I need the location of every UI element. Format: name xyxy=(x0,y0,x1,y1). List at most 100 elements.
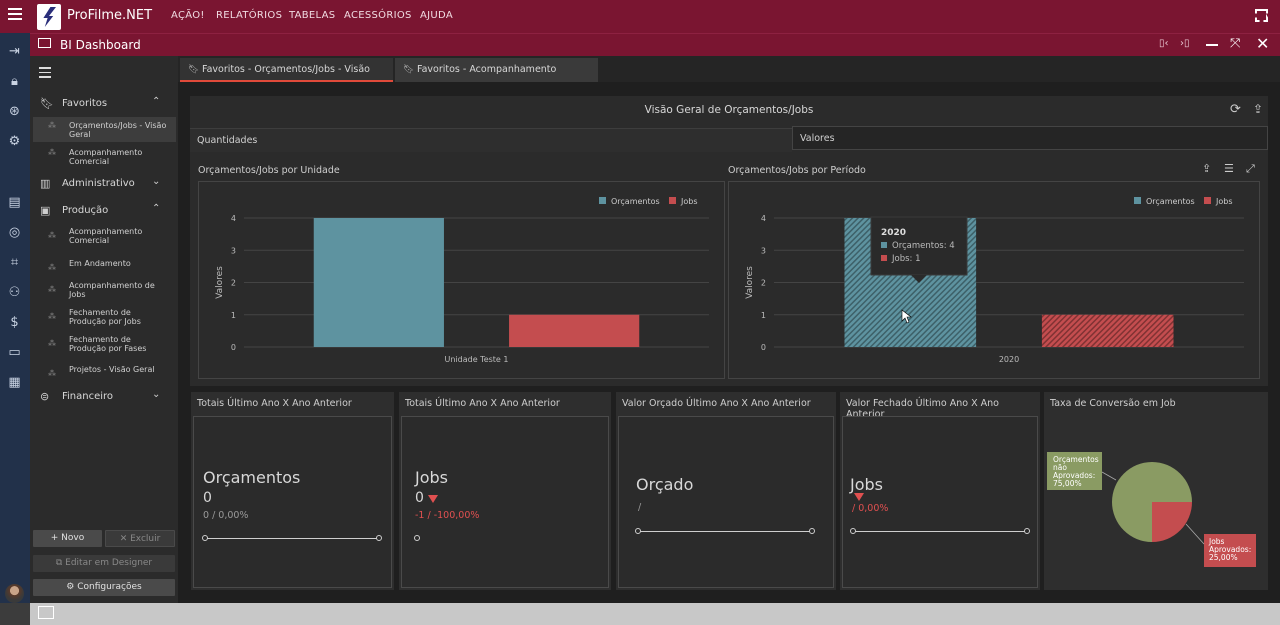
configuracoes-button[interactable]: ⚙ Configurações xyxy=(33,579,175,596)
menu-tabelas[interactable]: TABELAS xyxy=(289,10,336,21)
menu-ajuda[interactable]: AJUDA xyxy=(420,10,453,21)
x-tick-label: 2020 xyxy=(999,355,1019,364)
sparkline-point xyxy=(414,535,420,541)
login-icon[interactable]: ⇥ xyxy=(9,44,20,59)
cluster-icon: ⁂ xyxy=(48,263,56,272)
building-icon: ▥ xyxy=(40,177,51,190)
card-totais-jobs: Totais Último Ano X Ano Anterior Jobs 0 … xyxy=(399,392,611,590)
cluster-icon: ⁂ xyxy=(48,285,56,294)
sidebar-section-favoritos[interactable]: 🔖︎ Favoritos ⌃ xyxy=(40,96,161,110)
tooltip-title: 2020 xyxy=(881,228,906,238)
fullscreen-icon[interactable] xyxy=(1255,9,1268,22)
coins-icon[interactable]: ◎ xyxy=(8,225,21,240)
filter-list-icon[interactable]: ☰ xyxy=(1224,162,1234,175)
scan-icon[interactable]: ⌗ xyxy=(10,255,19,270)
subtab-valores[interactable]: Valores xyxy=(792,126,1268,150)
pie-label: Orçamentos xyxy=(1053,455,1099,464)
chart2-title: Orçamentos/Jobs por Período xyxy=(728,165,866,176)
users-icon[interactable]: ⚇ xyxy=(8,285,21,300)
top-bar: ProFilme.NET AÇÃO! RELATÓRIOS TABELAS AC… xyxy=(0,0,1280,33)
novo-button[interactable]: + Novo xyxy=(33,530,102,547)
legend-label: Orçamentos xyxy=(1146,197,1195,206)
dashboard-top-panel: Visão Geral de Orçamentos/Jobs ⟳ ⇪ Quant… xyxy=(190,96,1268,386)
sidebar-item-acompanhamento-comercial[interactable]: ⁂ Acompanhamento Comercial xyxy=(48,227,143,245)
sidebar-item-projetos[interactable]: ⁂ Projetos - Visão Geral xyxy=(48,365,155,378)
lock-icon[interactable]: 🔒︎ xyxy=(11,74,18,89)
tab-acompanhamento-comercial[interactable]: 🔖︎ Favoritos - Acompanhamento Comercial xyxy=(395,58,598,99)
refresh-icon[interactable]: ⟳ xyxy=(1230,102,1241,117)
cluster-icon: ⁂ xyxy=(48,312,56,321)
y-tick-label: 0 xyxy=(231,343,236,352)
chart-periodo: 0 1 2 3 4 Valores 2020 Orçamentos Jobs 2020 Orçame… xyxy=(745,197,1244,364)
mouse-cursor-icon xyxy=(901,309,912,324)
chart1-box: 0 1 2 3 4 Valores Unidade Teste 1 Orçamentos Job… xyxy=(198,181,725,379)
dock-left-icon[interactable]: ▯‹ xyxy=(1159,38,1169,49)
sparkline xyxy=(205,538,381,539)
avatar[interactable] xyxy=(5,584,24,603)
money-icon: ⊜ xyxy=(40,390,50,403)
card-sub: / xyxy=(638,502,642,513)
presentation-icon[interactable] xyxy=(38,606,54,619)
cluster-icon: ⁂ xyxy=(48,369,56,378)
sidebar-item-acompanhamento-jobs[interactable]: ⁂ Acompanhamento de Jobs xyxy=(48,281,155,299)
sidebar-item-acompanhamento-comercial-fav[interactable]: ⁂ Acompanhamento Comercial xyxy=(48,148,143,166)
dock-right-icon[interactable]: ›▯ xyxy=(1180,38,1190,49)
excluir-button[interactable]: ✕ Excluir xyxy=(105,530,175,547)
rings-icon[interactable]: ⊛ xyxy=(9,104,20,119)
y-tick-label: 0 xyxy=(761,343,766,352)
clapper-icon[interactable]: ▦ xyxy=(8,375,21,390)
dashboard-title: Visão Geral de Orçamentos/Jobs xyxy=(644,104,814,116)
restore-icon[interactable]: ⤧ xyxy=(1230,36,1241,51)
left-rail: ⇥ 🔒︎ ⊛ ⚙ ▤ ◎ ⌗ ⚇ $ ▭ ▦ xyxy=(0,33,30,625)
pie-leader xyxy=(1101,471,1117,481)
sidebar-section-administrativo[interactable]: ▥ Administrativo ⌄ xyxy=(40,176,161,190)
pie-label: não xyxy=(1053,463,1067,472)
export-icon[interactable]: ⇪ xyxy=(1253,102,1264,116)
gear-icon: ⚙ xyxy=(66,582,78,592)
sparkline-point xyxy=(809,528,815,534)
legend-label: Jobs xyxy=(680,197,698,206)
legend-swatch xyxy=(669,197,676,204)
menu-acao[interactable]: AÇÃO! xyxy=(171,10,205,21)
expand-icon[interactable]: ⤢ xyxy=(1246,162,1255,175)
sidebar-item-em-andamento[interactable]: ⁂ Em Andamento xyxy=(48,259,131,272)
sidebar: 🔖︎ Favoritos ⌃ ⁂ Orçamentos/Jobs - Visão… xyxy=(30,56,178,603)
sidebar-section-producao[interactable]: ▣ Produção ⌃ xyxy=(40,203,161,217)
chevron-up-icon: ⌃ xyxy=(152,96,161,107)
document-icon[interactable]: ▤ xyxy=(8,195,21,210)
sparkline-point xyxy=(1024,528,1030,534)
legend-swatch xyxy=(1134,197,1141,204)
card-sub: -1 / -100,00% xyxy=(415,510,480,521)
pie-slice xyxy=(1152,502,1192,542)
briefcase-icon: ▣ xyxy=(40,204,51,217)
chevron-up-icon: ⌃ xyxy=(152,203,161,214)
hamburger-icon[interactable] xyxy=(8,8,22,20)
editar-designer-button[interactable]: ⧉ Editar em Designer xyxy=(33,555,175,572)
trend-down-icon xyxy=(428,495,438,503)
gear-icon[interactable]: ⚙ xyxy=(8,134,21,149)
tab-orcamentos-jobs[interactable]: 🔖︎ Favoritos - Orçamentos/Jobs - Visão G… xyxy=(180,58,393,99)
menu-acessorios[interactable]: ACESSÓRIOS xyxy=(344,10,412,21)
subtab-quantidades[interactable]: Quantidades xyxy=(190,128,792,152)
export-icon[interactable]: ⇪ xyxy=(1202,162,1212,175)
sidebar-section-financeiro[interactable]: ⊜ Financeiro ⌄ xyxy=(40,389,161,403)
sidebar-item-fechamento-fases[interactable]: ⁂ Fechamento de Produção por Fases xyxy=(48,335,147,353)
sidebar-item-orcamentos-jobs[interactable]: ⁂ Orçamentos/Jobs - Visão Geral xyxy=(33,117,176,142)
sparkline-point xyxy=(635,528,641,534)
close-icon[interactable]: ✕ xyxy=(1256,34,1270,53)
menu-relatorios[interactable]: RELATÓRIOS xyxy=(216,10,283,21)
brand-name: ProFilme.NET xyxy=(67,8,153,23)
sidebar-item-fechamento-jobs[interactable]: ⁂ Fechamento de Produção por Jobs xyxy=(48,308,141,326)
pie-label: Jobs xyxy=(1208,537,1225,546)
chart-unidade: 0 1 2 3 4 Valores Unidade Teste 1 Orçamentos Job… xyxy=(215,197,709,364)
minimize-icon[interactable] xyxy=(1206,44,1218,46)
window-title-bar: BI Dashboard ▯‹ ›▯ ⤧ ✕ xyxy=(30,33,1280,56)
card-value: 0 xyxy=(203,490,212,506)
card-label: Orçamentos xyxy=(203,468,301,487)
y-tick-label: 3 xyxy=(761,246,766,255)
presentation-icon[interactable]: ▭ xyxy=(8,345,21,360)
finance-icon[interactable]: $ xyxy=(10,315,19,330)
bookmark-icon: 🔖︎ xyxy=(403,65,415,75)
sidebar-toggle-icon[interactable] xyxy=(39,67,51,78)
pie-chart: OrçamentosnãoAprovados:75,00%JobsAprovad… xyxy=(1047,452,1256,567)
